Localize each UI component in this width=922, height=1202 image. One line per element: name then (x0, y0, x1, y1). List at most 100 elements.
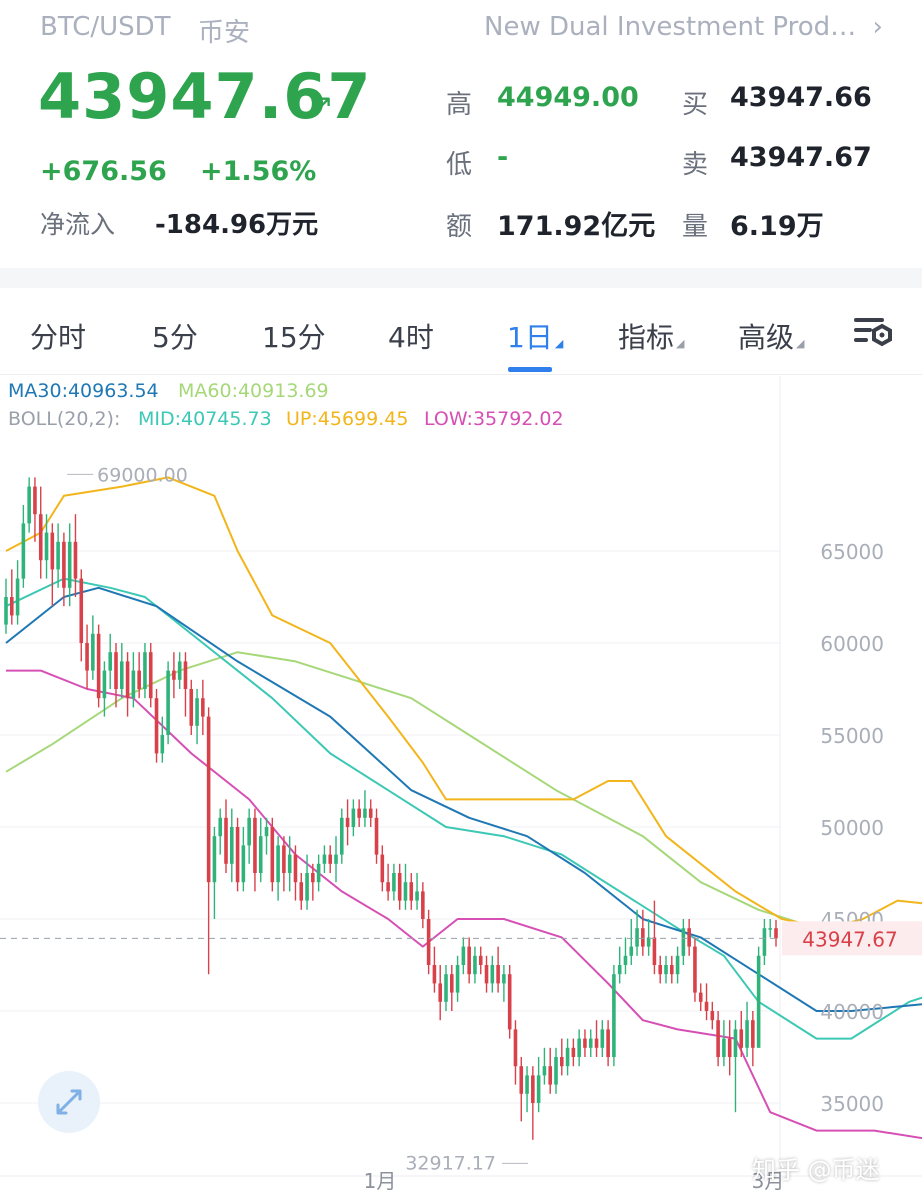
candle (600, 1020, 605, 1057)
candle-body (392, 873, 396, 892)
tab-label: 分时 (30, 321, 87, 354)
candle-body (73, 541, 78, 579)
candle-body (617, 965, 622, 975)
candle (490, 955, 495, 993)
candle (496, 946, 500, 993)
x-axis: 1月 3月 (364, 1169, 785, 1193)
candle-body (409, 882, 414, 901)
candle-body (536, 1075, 541, 1103)
candle-body (490, 965, 495, 984)
candle-body (449, 974, 454, 993)
candle (15, 560, 20, 625)
candle-body (432, 965, 437, 984)
candle (102, 661, 107, 717)
candle-body (583, 1038, 587, 1048)
tab-5m[interactable]: 5分 (152, 316, 198, 356)
volume-value: 6.19万 (730, 211, 824, 242)
candle (478, 946, 483, 975)
candle-body (664, 965, 668, 975)
chart-grid (0, 376, 922, 1177)
amount-label: 额 (446, 212, 473, 242)
candle-body (762, 928, 767, 956)
candle-body (148, 652, 153, 699)
candle-body (646, 937, 651, 947)
boll-low-value: LOW:35792.02 (424, 408, 564, 430)
tab-timeshare[interactable]: 分时 (30, 316, 86, 356)
candle (629, 919, 634, 965)
candle (768, 919, 773, 938)
candle (484, 955, 489, 993)
candle (276, 836, 280, 901)
dropdown-corner-icon: ◢ (554, 337, 564, 350)
candle-body (287, 854, 292, 873)
candle-body (67, 541, 72, 588)
y-tick-label: 40000 (820, 1000, 884, 1024)
candle (397, 863, 402, 910)
candle (218, 808, 223, 855)
tab-4h[interactable]: 4时 (388, 316, 434, 356)
candle (751, 1011, 755, 1067)
tab-1d[interactable]: 1日 ◢ (507, 316, 563, 356)
candle (114, 643, 118, 708)
candle-body (461, 946, 466, 965)
candle (461, 937, 466, 975)
candle (50, 523, 55, 607)
ticker-header: BTC/USDT 币安 New Dual Investment Prod… › … (0, 0, 922, 268)
candle-body (745, 1020, 749, 1048)
price-change: +676.56 (40, 156, 167, 187)
y-tick-label: 55000 (820, 724, 884, 748)
candle-body (774, 928, 778, 939)
chart-settings-icon[interactable] (852, 314, 894, 350)
candle (38, 486, 43, 579)
candle (345, 799, 350, 846)
candle (166, 661, 170, 745)
high-annotation: 69000.00 (97, 464, 188, 486)
candle-body (473, 955, 477, 975)
candle (444, 965, 448, 1011)
candle-body (247, 817, 251, 846)
candle-body (351, 808, 356, 827)
tab-advanced[interactable]: 高级 ◢ (738, 316, 804, 356)
low-annotation: 32917.17 (405, 1152, 496, 1174)
candle-body (33, 486, 37, 515)
candle-body (15, 578, 20, 616)
expand-button[interactable] (38, 1071, 100, 1133)
candle-body (125, 661, 130, 699)
candle-body (403, 882, 408, 901)
exchange-name[interactable]: 币安 (198, 18, 251, 48)
candle-body (531, 1075, 535, 1103)
candle (195, 689, 199, 745)
candle (554, 1047, 558, 1094)
candle (339, 808, 344, 864)
candles (4, 477, 778, 1140)
candle-body (166, 670, 170, 735)
candle-body (206, 716, 211, 883)
candle (125, 652, 130, 717)
tab-indicators[interactable]: 指标 ◢ (618, 316, 684, 356)
promo-link[interactable]: New Dual Investment Prod… › (484, 12, 883, 42)
pair-name[interactable]: BTC/USDT (40, 12, 171, 42)
candle-body (299, 882, 304, 901)
candle (79, 569, 84, 662)
candle-body (542, 1066, 547, 1076)
candle-body (85, 643, 89, 671)
candle (287, 836, 292, 892)
candle-body (768, 928, 773, 930)
candle (363, 790, 367, 827)
candle (403, 863, 408, 910)
candle (258, 817, 263, 883)
candle (368, 799, 373, 827)
candle-body (687, 928, 691, 947)
candle (756, 946, 761, 1048)
y-tick-label: 65000 (820, 540, 884, 564)
tab-15m[interactable]: 15分 (262, 316, 326, 356)
annotations: 43947.67 69000.00 32917.17 (0, 464, 922, 1174)
candle (681, 919, 686, 965)
candle (241, 827, 246, 892)
candle-body (183, 661, 188, 689)
candle (44, 514, 49, 579)
candle-body (357, 808, 361, 818)
candle (160, 716, 165, 763)
